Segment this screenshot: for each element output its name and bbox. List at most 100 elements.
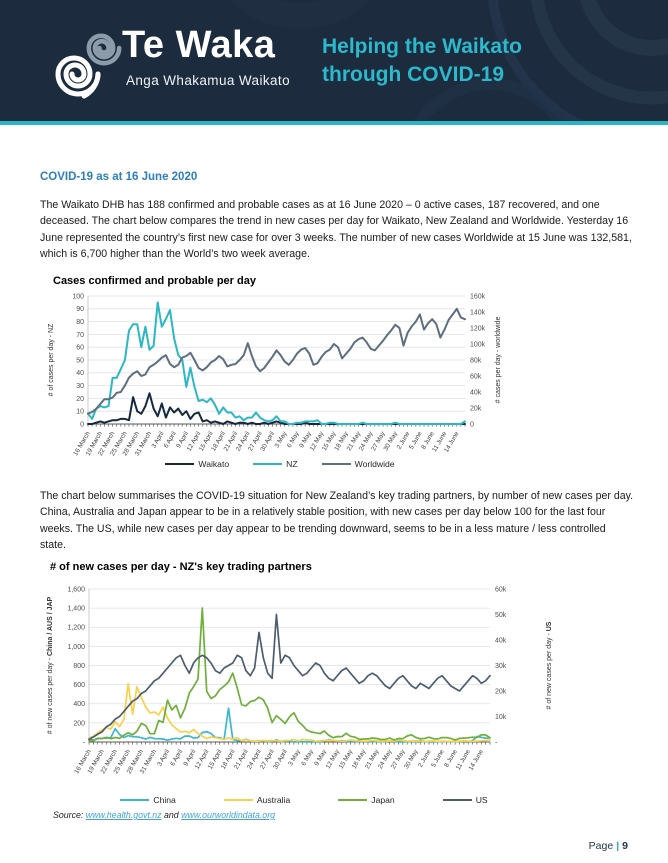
svg-text:30 May: 30 May [403,748,420,770]
series-nz [87,301,466,425]
svg-text:80k: 80k [470,357,482,364]
svg-text:# of new cases per day - US: # of new cases per day - US [546,621,553,709]
series-waikato [87,392,466,425]
paragraph-summary: The Waikato DHB has 188 confirmed and pr… [40,199,632,260]
svg-text:-: - [83,739,86,746]
svg-text:0: 0 [80,421,84,428]
svg-text:800: 800 [73,663,85,670]
legend-swatch-australia [223,798,253,802]
svg-text:600: 600 [73,682,85,689]
legend-label-china: China [153,795,176,805]
tagline-line2: through COVID-19 [322,63,504,86]
svg-text:100k: 100k [470,341,486,348]
svg-text:0: 0 [470,421,474,428]
svg-text:1,000: 1,000 [67,644,85,651]
footer-separator: | [616,840,620,852]
legend-label-waikato: Waikato [198,459,230,469]
legend-item-nz: NZ [253,459,298,469]
legend-label-nz: NZ [286,459,298,469]
svg-text:# of new cases per day - China: # of new cases per day - China / AUS / J… [47,596,54,734]
chart1-legend: Waikato NZ Worldwide [45,459,515,469]
svg-text:80: 80 [76,319,84,326]
footer-page-word: Page [588,840,614,852]
te-waka-koru-logo-icon [55,33,122,99]
legend-label-australia: Australia [256,795,291,805]
logo-subtitle: Anga Whakamua Waikato [126,73,290,88]
svg-text:120k: 120k [470,325,486,332]
trading-partners-chart: - 200 400 600 800 1,000 1,200 1,400 1,600 - 10k 20k… [47,586,553,775]
source-link-ourworldindata[interactable]: www.ourworldindata.org [181,810,276,820]
legend-swatch-worldwide [321,462,351,466]
header-banner: Te Waka Anga Whakamua Waikato Helping th… [0,0,668,125]
svg-text:160k: 160k [470,293,486,300]
svg-text:50: 50 [76,357,84,364]
svg-text:200: 200 [73,720,85,727]
legend-item-japan: Japan [338,795,395,805]
svg-text:1,600: 1,600 [67,586,85,593]
legend-swatch-us [442,798,472,802]
svg-text:# of cases per day - NZ: # of cases per day - NZ [48,323,55,396]
legend-item-waikato: Waikato [165,459,229,469]
legend-item-worldwide: Worldwide [321,459,395,469]
svg-text:70: 70 [76,332,84,339]
legend-item-china: China [120,795,176,805]
source-line: Source: www.health.govt.nz and www.ourwo… [53,810,275,820]
svg-text:140k: 140k [470,309,486,316]
banner-tagline: Helping the Waikato through COVID-19 [322,33,522,89]
tagline-line1: Helping the Waikato [322,35,522,58]
series-australia [88,682,491,743]
legend-label-worldwide: Worldwide [354,459,395,469]
svg-text:20: 20 [76,396,84,403]
legend-label-us: US [475,795,488,805]
banner-decorative-arcs [229,0,668,121]
svg-text:90: 90 [76,306,84,313]
svg-text:10: 10 [76,409,84,416]
chart1-title: Cases confirmed and probable per day [53,275,256,287]
footer-page-number: 9 [622,840,628,852]
trading-partners-chart-block: # of new cases per day - NZ's key tradin… [44,561,564,805]
svg-text:40: 40 [76,370,84,377]
legend-swatch-nz [253,462,283,466]
series-worldwide [87,307,466,415]
legend-item-australia: Australia [223,795,291,805]
svg-text:60: 60 [76,345,84,352]
source-link-health-govt[interactable]: www.health.govt.nz [85,810,162,820]
logo-title: Te Waka [122,24,276,66]
legend-item-us: US [442,795,488,805]
svg-text:10k: 10k [495,714,507,721]
svg-text:1,400: 1,400 [67,606,85,613]
svg-text:60k: 60k [470,373,482,380]
legend-label-japan: Japan [371,795,395,805]
chart2-legend: China Australia Japan US [44,795,564,805]
svg-text:50k: 50k [495,612,507,619]
svg-text:40k: 40k [495,637,507,644]
svg-text:60k: 60k [495,586,507,593]
svg-text:40k: 40k [470,389,482,396]
legend-swatch-china [120,798,150,802]
paragraph-trading-partners: The chart below summarises the COVID-19 … [40,490,634,551]
legend-swatch-japan [338,798,368,802]
svg-text:# cases per day - worldwide: # cases per day - worldwide [495,317,502,404]
series-japan [88,607,491,742]
svg-text:100: 100 [72,293,84,300]
series-us [88,613,491,741]
svg-text:1,200: 1,200 [67,625,85,632]
svg-text:30: 30 [76,383,84,390]
svg-text:-: - [495,739,498,746]
svg-text:400: 400 [73,701,85,708]
section-heading: COVID-19 as at 16 June 2020 [40,171,198,183]
chart2-title: # of new cases per day - NZ's key tradin… [50,561,312,573]
svg-text:20k: 20k [470,405,482,412]
cases-per-day-chart: 0 10 20 30 40 50 60 70 80 90 100 0 20k 40k 60k 80k 100k 1… [48,293,502,457]
source-prefix: Source: [53,810,86,820]
cases-per-day-chart-block: Cases confirmed and probable per day 0 10… [45,275,515,469]
svg-text:20k: 20k [495,688,507,695]
gridlines [88,295,465,412]
source-middle: and [161,810,182,820]
svg-text:30k: 30k [495,663,507,670]
page-footer: Page | 9 [589,840,628,852]
gridlines [89,588,490,724]
